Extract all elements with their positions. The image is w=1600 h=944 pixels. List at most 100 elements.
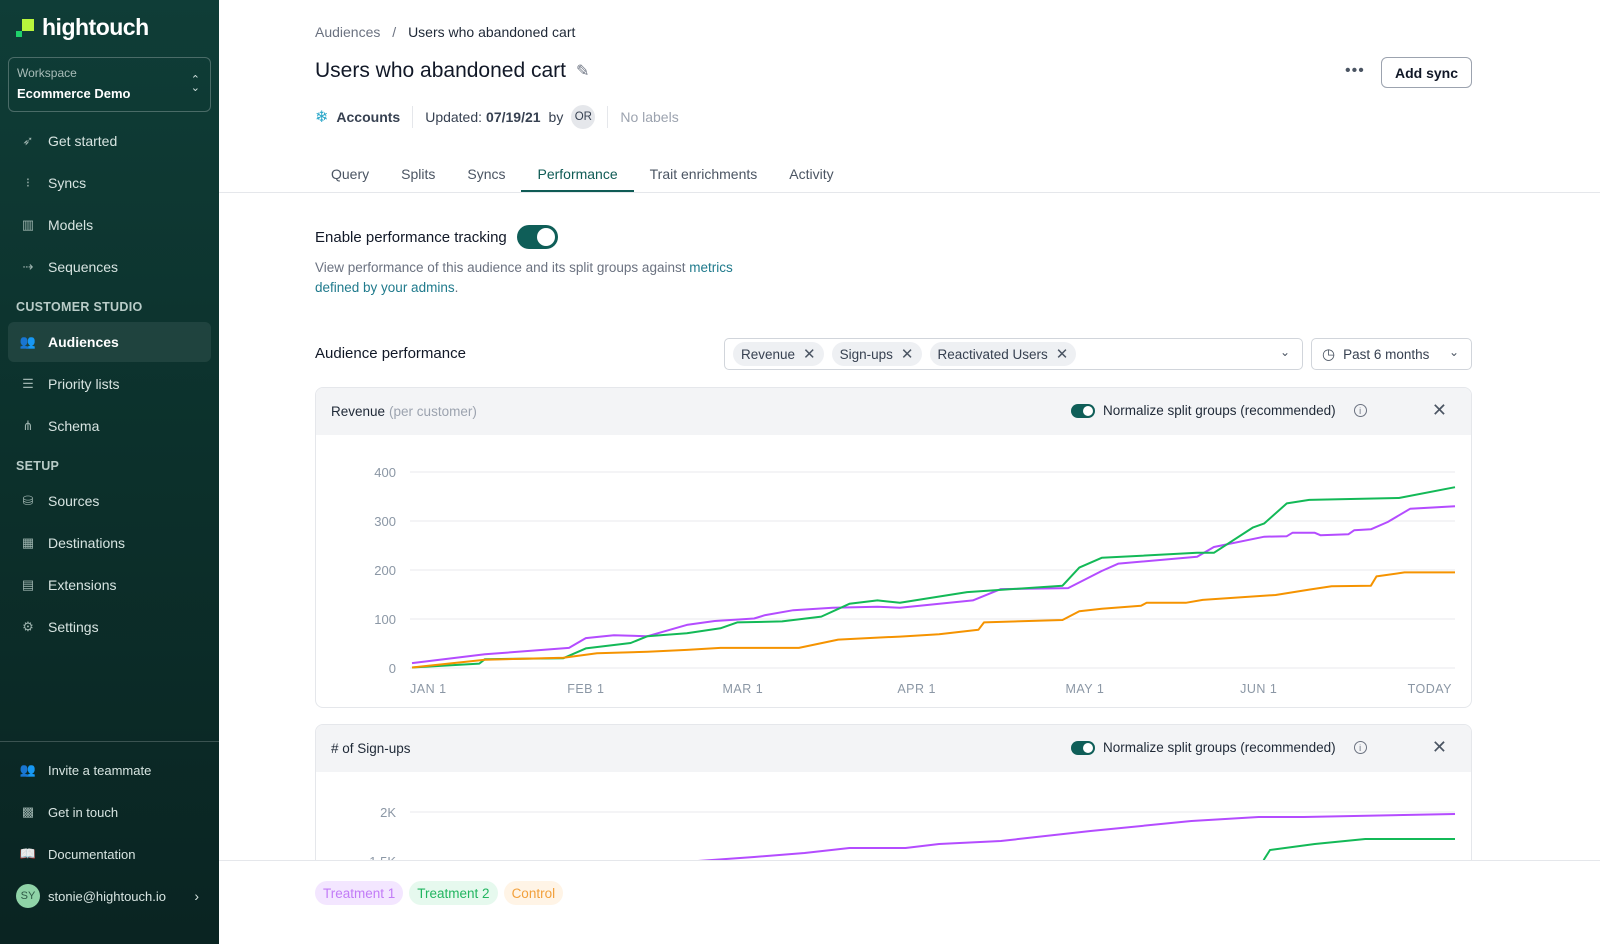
legend-treatment-1[interactable]: Treatment 1 xyxy=(315,881,404,905)
workspace-label: Workspace xyxy=(17,66,77,80)
chevron-right-icon: › xyxy=(194,888,199,904)
legend-footer: Treatment 1 Treatment 2 Control xyxy=(219,860,1600,944)
workspace-selector[interactable]: Workspace Ecommerce Demo ⌃ ⌄ xyxy=(8,57,211,112)
users-icon: 👥 xyxy=(19,762,37,777)
sidebar-item-label: Destinations xyxy=(48,535,126,551)
sidebar-item-schema[interactable]: ⋔ Schema xyxy=(8,406,211,446)
tracking-description: View performance of this audience and it… xyxy=(315,258,765,298)
snowflake-icon: ❄ xyxy=(315,109,329,126)
revenue-chart-card: Revenue (per customer) Normalize split gr… xyxy=(315,387,1472,708)
breadcrumb-current: Users who abandoned cart xyxy=(408,24,576,40)
sidebar-item-audiences[interactable]: 👥 Audiences xyxy=(8,322,211,362)
normalize-toggle[interactable] xyxy=(1071,740,1095,755)
metric-chip-sign-ups: Sign-ups ✕ xyxy=(831,342,922,366)
metrics-multiselect[interactable]: Revenue ✕ Sign-ups ✕ Reactivated Users ✕ ⌄ xyxy=(724,338,1303,370)
syncs-icon: ⁝ xyxy=(25,175,31,190)
sidebar-item-label: Sources xyxy=(48,493,100,509)
user-menu[interactable]: SY stonie@hightouch.io › xyxy=(8,876,211,916)
page-title-row: Users who abandoned cart ✎ xyxy=(315,59,589,83)
date-range-select[interactable]: ◷ Past 6 months ⌄ xyxy=(1311,338,1472,370)
series-line-treatment-2 xyxy=(411,486,1456,669)
logo[interactable]: hightouch xyxy=(16,14,149,41)
sidebar-item-settings[interactable]: ⚙ Settings xyxy=(8,607,211,647)
breadcrumb-audiences[interactable]: Audiences xyxy=(315,24,381,40)
sidebar-item-models[interactable]: ▥ Models xyxy=(8,205,211,245)
chart-title: # of Sign-ups xyxy=(331,741,411,756)
sidebar-item-label: Documentation xyxy=(48,846,136,862)
add-sync-button[interactable]: Add sync xyxy=(1381,57,1472,88)
sidebar-item-priority-lists[interactable]: ☰ Priority lists xyxy=(8,364,211,404)
x-tick-label: TODAY xyxy=(1408,682,1453,696)
sidebar-item-label: Invite a teammate xyxy=(48,762,152,778)
performance-tracking-toggle[interactable] xyxy=(516,225,558,249)
y-tick-label: 2K xyxy=(380,805,396,820)
tab-query[interactable]: Query xyxy=(331,166,370,182)
sidebar-item-destinations[interactable]: ▦ Destinations xyxy=(8,523,211,563)
source-name[interactable]: Accounts xyxy=(336,109,401,125)
y-tick-label: 300 xyxy=(374,514,396,529)
user-avatar: OR xyxy=(571,105,596,129)
remove-icon[interactable]: ✕ xyxy=(900,346,914,363)
get-in-touch-link[interactable]: ▩ Get in touch xyxy=(8,792,211,832)
sidebar-item-label: Models xyxy=(48,217,94,233)
tracking-row: Enable performance tracking xyxy=(315,225,558,249)
audience-performance-title: Audience performance xyxy=(315,345,466,362)
invite-teammate-link[interactable]: 👥 Invite a teammate xyxy=(8,750,211,790)
chevron-down-icon: ⌄ xyxy=(1448,345,1459,359)
tab-activity[interactable]: Activity xyxy=(789,166,834,182)
x-tick-label: MAY 1 xyxy=(1065,682,1104,696)
sidebar-divider xyxy=(0,741,219,742)
remove-icon[interactable]: ✕ xyxy=(1055,346,1069,363)
series-line-treatment-1 xyxy=(411,505,1456,665)
tab-syncs[interactable]: Syncs xyxy=(467,166,506,182)
normalize-toggle[interactable] xyxy=(1071,403,1095,418)
chevron-up-down-icon: ⌃ ⌄ xyxy=(190,74,200,94)
clock-icon: ◷ xyxy=(1322,346,1336,363)
close-icon[interactable]: ✕ xyxy=(1431,400,1447,420)
remove-icon[interactable]: ✕ xyxy=(803,346,816,363)
extensions-icon: ▤ xyxy=(21,577,35,592)
chip-label: Reactivated Users xyxy=(937,346,1048,362)
workspace-value: Ecommerce Demo xyxy=(17,86,131,101)
sidebar-item-label: Get started xyxy=(48,133,118,149)
edit-pencil-icon[interactable]: ✎ xyxy=(576,63,590,80)
section-customer-studio: CUSTOMER STUDIO xyxy=(16,300,143,314)
gear-icon: ⚙ xyxy=(22,619,34,634)
legend-control[interactable]: Control xyxy=(503,881,564,905)
y-tick-label: 100 xyxy=(374,612,396,627)
tab-splits[interactable]: Splits xyxy=(401,166,436,182)
updated-label: Updated: xyxy=(425,109,483,125)
tab-trait-enrichments[interactable]: Trait enrichments xyxy=(649,166,758,182)
chevron-down-icon[interactable]: ⌄ xyxy=(1279,345,1290,359)
metrics-link[interactable]: metrics defined by your admins xyxy=(315,260,733,295)
tracking-label: Enable performance tracking xyxy=(315,228,507,246)
more-options-button[interactable]: ••• xyxy=(1345,62,1365,79)
sidebar-item-syncs[interactable]: ⁝ Syncs xyxy=(8,163,211,203)
labels-value[interactable]: No labels xyxy=(620,109,679,125)
close-icon[interactable]: ✕ xyxy=(1431,737,1447,757)
sidebar-item-label: Syncs xyxy=(48,175,87,191)
updated-by: by xyxy=(548,109,564,125)
sidebar-item-sources[interactable]: ⛁ Sources xyxy=(8,481,211,521)
metric-chip-reactivated-users: Reactivated Users ✕ xyxy=(929,342,1077,366)
documentation-link[interactable]: 📖 Documentation xyxy=(8,834,211,874)
page-title: Users who abandoned cart xyxy=(315,59,566,82)
series-line-control xyxy=(411,571,1455,669)
sidebar-item-extensions[interactable]: ▤ Extensions xyxy=(8,565,211,605)
logo-mark-icon xyxy=(16,17,36,39)
chat-icon: ▩ xyxy=(21,804,35,819)
info-icon[interactable]: i xyxy=(1353,404,1367,417)
legend-treatment-2[interactable]: Treatment 2 xyxy=(409,881,498,905)
sidebar-item-label: Extensions xyxy=(48,577,117,593)
normalize-control: Normalize split groups (recommended) i xyxy=(1071,740,1367,755)
description-text: View performance of this audience and it… xyxy=(315,260,690,275)
sequences-icon: ⇢ xyxy=(22,259,34,274)
models-icon: ▥ xyxy=(21,217,35,232)
info-icon[interactable]: i xyxy=(1353,741,1367,754)
sidebar-item-sequences[interactable]: ⇢ Sequences xyxy=(8,247,211,287)
tab-performance[interactable]: Performance xyxy=(521,160,634,192)
user-email: stonie@hightouch.io xyxy=(48,888,166,904)
sidebar-item-get-started[interactable]: ➶ Get started xyxy=(8,121,211,161)
sidebar-item-label: Priority lists xyxy=(48,376,120,392)
breadcrumb-separator: / xyxy=(392,24,397,40)
